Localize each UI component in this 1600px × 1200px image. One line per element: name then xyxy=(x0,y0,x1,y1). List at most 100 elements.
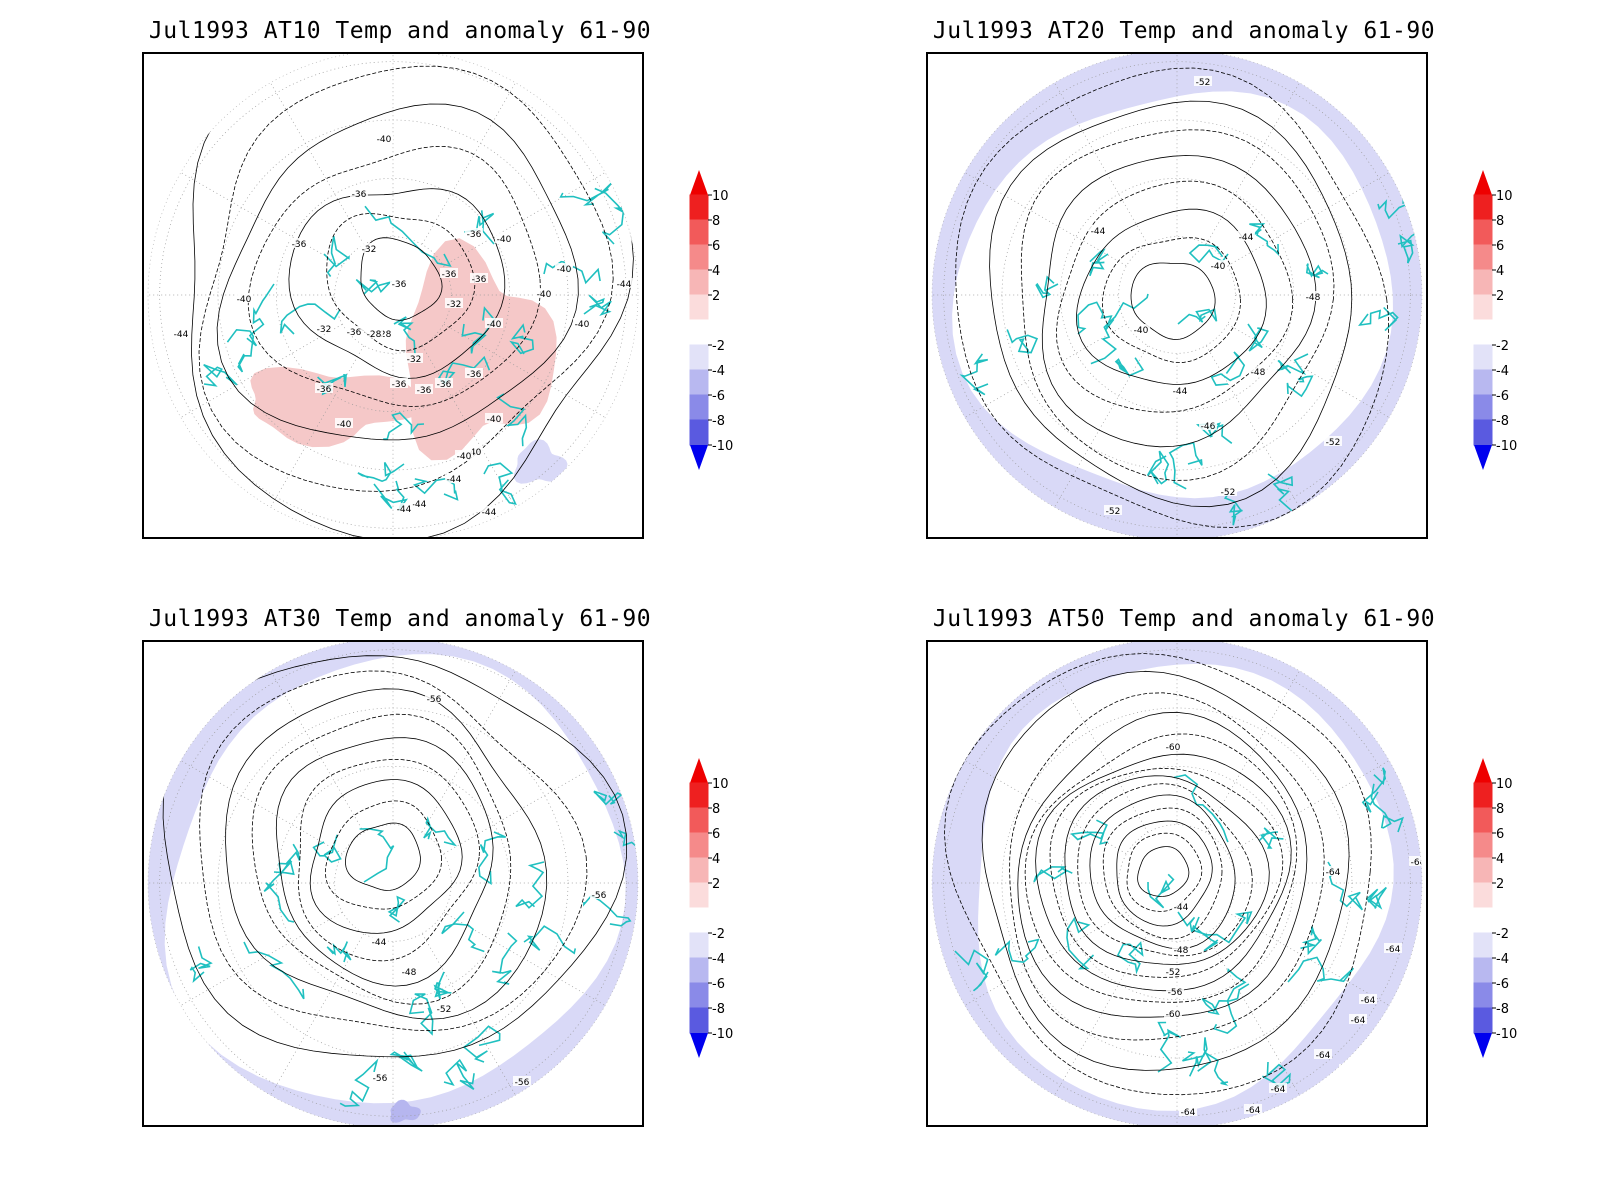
contour-label: -40 xyxy=(497,235,512,245)
map-boundary xyxy=(147,642,639,1125)
meridian-line xyxy=(1227,172,1390,266)
meridian-line xyxy=(422,82,516,245)
colorbar-label: 10 xyxy=(712,777,729,792)
contour-label: -36 xyxy=(442,270,457,280)
temperature-contour xyxy=(324,800,443,910)
contour-label: -36 xyxy=(352,190,367,200)
contour-label-bg xyxy=(425,693,443,703)
coastline xyxy=(994,938,1040,964)
contour-label-bg xyxy=(435,1003,453,1013)
contour-label: -44 xyxy=(482,508,497,518)
contour-label: -56 xyxy=(1168,988,1183,998)
contour-label-bg xyxy=(1384,943,1402,953)
map-svg: -40-36-36-32-32-36-40-40-36-28-36-40-44-… xyxy=(147,54,639,537)
colorbar-segment xyxy=(689,344,709,371)
coastline xyxy=(1077,301,1115,335)
colorbar-label: -10 xyxy=(1496,1027,1517,1042)
colorbar-under-arrow xyxy=(690,1033,708,1058)
contour-label: -52 xyxy=(1221,488,1236,498)
temperature-contour xyxy=(251,713,512,1005)
colorbar-label: -8 xyxy=(712,1002,725,1017)
temperature-contour xyxy=(199,670,588,1032)
temperature-contour xyxy=(1089,794,1236,950)
coastline xyxy=(1116,941,1144,975)
contour-label-bg xyxy=(1237,231,1255,241)
contour-label: -60 xyxy=(1166,1010,1181,1020)
contour-label-bg xyxy=(485,318,503,328)
coastline xyxy=(279,303,341,335)
polar-map: -60 -44 -48 -52 -56 -60 -64 -64 -64 -64 -64 -64 -64-… xyxy=(926,640,1428,1127)
colorbar-segment xyxy=(1473,194,1493,221)
temperature-contour xyxy=(1009,692,1325,1041)
contour-label-bg xyxy=(395,503,413,513)
contour-label: -36 xyxy=(467,230,482,240)
contour-label-bg xyxy=(390,378,408,388)
map-boundary xyxy=(931,54,1423,537)
anomaly-patch xyxy=(390,1099,421,1123)
map-svg: -52 -44 -44 -40 -40 -48 -44 -48 -46 -52 -52 -52 xyxy=(931,54,1423,537)
contour-label-bg xyxy=(495,233,513,243)
colorbar-label: 4 xyxy=(712,264,720,279)
colorbar-segment xyxy=(689,882,709,909)
contour-label-bg xyxy=(535,288,553,298)
contour-label: -48 xyxy=(402,968,417,978)
colorbar-segment xyxy=(689,194,709,221)
coastline xyxy=(1192,911,1253,944)
temperature-contour xyxy=(955,67,1390,528)
meridian-line xyxy=(964,324,1127,418)
contour-label-bg xyxy=(410,498,428,508)
colorbar-under-arrow xyxy=(1474,445,1492,470)
colorbar-segment xyxy=(1473,294,1493,321)
temperature-contour xyxy=(309,779,463,934)
temperature-contour xyxy=(298,758,480,962)
temperature-contour xyxy=(275,737,494,987)
coastline xyxy=(263,860,295,923)
contour-label-bg xyxy=(1199,420,1217,430)
contour-label: -52 xyxy=(1106,507,1121,517)
coastline xyxy=(364,205,452,268)
temperature-contour xyxy=(1075,208,1267,385)
colorbar-label: 10 xyxy=(1496,777,1513,792)
panel-title: Jul1993 AT20 Temp and anomaly 61-90 xyxy=(932,18,1436,44)
contour-label-bg xyxy=(435,378,453,388)
coastline xyxy=(359,827,395,883)
colorbar-at50: 10 8 6 4 2 -2 -4 -6 -8 -10 xyxy=(1473,758,1534,1058)
map-content: -40-36-36-32-32-36-40-40-36-28-36-40-44-… xyxy=(148,54,638,537)
meridian-line xyxy=(270,82,364,245)
contour-label-bg xyxy=(1314,1049,1332,1059)
colorbar-segment xyxy=(1473,982,1493,1009)
colorbar-segment xyxy=(689,932,709,959)
temperature-contour xyxy=(198,65,614,492)
colorbar-label: 8 xyxy=(1496,802,1504,817)
contour-label-bg xyxy=(555,263,573,273)
colorbar-label: -2 xyxy=(1496,339,1509,354)
colorbar-label: 10 xyxy=(1496,189,1513,204)
latitude-circle xyxy=(1118,236,1236,354)
contour-label-bg xyxy=(345,326,363,336)
coastline xyxy=(1066,916,1095,970)
coastline xyxy=(1089,248,1109,277)
contour-label-bg xyxy=(1219,486,1237,496)
contour-label: -44 xyxy=(1239,233,1254,243)
contour-label: -36 xyxy=(472,275,487,285)
coastline xyxy=(1277,353,1309,376)
coastline xyxy=(515,861,545,909)
contour-label-bg xyxy=(440,268,458,278)
colorbar-segment xyxy=(1473,344,1493,371)
contour-label: -64 xyxy=(1411,858,1426,868)
coastline xyxy=(492,932,518,985)
contour-label: -60 xyxy=(1166,743,1181,753)
meridian-line xyxy=(443,760,606,854)
contour-label: -48 xyxy=(1174,946,1189,956)
coastline xyxy=(1305,263,1329,279)
temperature-contour xyxy=(288,188,506,379)
coastline xyxy=(1006,329,1039,355)
contour-label-bg xyxy=(615,278,633,288)
colorbar-over-arrow xyxy=(1474,758,1492,783)
contour-label: -44 xyxy=(1091,227,1106,237)
contour-label-bg xyxy=(1244,1104,1262,1114)
coastline xyxy=(326,941,352,963)
colorbar-label: 10 xyxy=(712,189,729,204)
temperature-contour xyxy=(981,670,1350,1071)
coastline xyxy=(1201,983,1250,1016)
